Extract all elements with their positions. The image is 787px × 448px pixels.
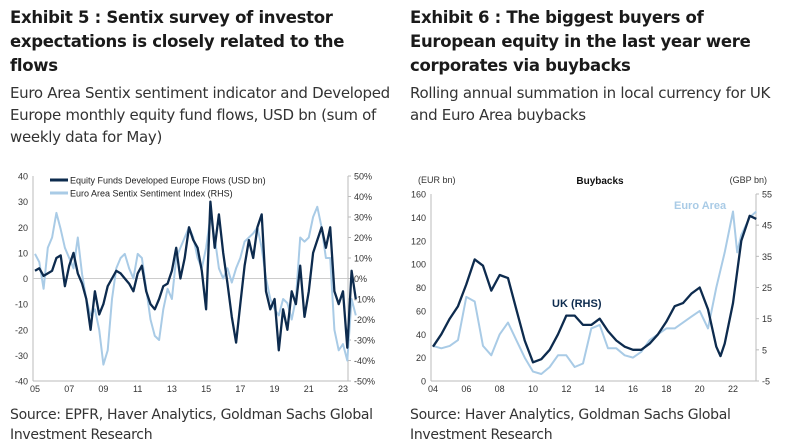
left-subtitle: Euro Area Sentix sentiment indicator and…: [10, 84, 390, 146]
right-axis-unit: (GBP bn): [730, 175, 767, 185]
left-axis-unit: (EUR bn): [418, 175, 456, 185]
x-tick-label: 23: [338, 384, 348, 394]
series-label-euro-area: Euro Area: [674, 200, 727, 212]
right-subtitle: Rolling annual summation in local curren…: [410, 84, 771, 124]
y-tick-label-right: 30%: [354, 213, 372, 223]
y-tick-label-left: 160: [411, 190, 426, 200]
y-tick-label-left: 0: [23, 274, 28, 284]
y-tick-label-right: 50%: [354, 172, 372, 182]
y-tick-label-right: 40%: [354, 192, 372, 202]
y-tick-label-left: 30: [18, 197, 28, 207]
x-tick-label: 18: [661, 384, 671, 394]
y-tick-label-left: 120: [411, 236, 426, 246]
y-tick-label-left: -30: [15, 351, 28, 361]
x-tick-label: 09: [98, 384, 108, 394]
y-tick-label-right: 25: [762, 283, 772, 293]
x-tick-label: 17: [235, 384, 245, 394]
series-line-0: [34, 200, 357, 352]
y-tick-label-right: 55: [762, 190, 772, 200]
y-tick-label-right: 20%: [354, 233, 372, 243]
y-tick-label-right: 35: [762, 252, 772, 262]
y-tick-label-right: 10%: [354, 254, 372, 264]
x-tick-label: 19: [270, 384, 280, 394]
y-tick-label-left: -20: [15, 325, 28, 335]
y-tick-label-left: 0: [421, 377, 426, 387]
y-tick-label-left: 10: [18, 248, 28, 258]
series-line-0: [432, 210, 757, 375]
y-tick-label-right: 5: [762, 345, 767, 355]
y-tick-label-right: -50%: [354, 377, 375, 387]
y-tick-label-left: 40: [416, 330, 426, 340]
x-tick-label: 21: [304, 384, 314, 394]
y-tick-label-right: -5: [762, 377, 770, 387]
x-tick-label: 10: [528, 384, 538, 394]
x-tick-label: 12: [561, 384, 571, 394]
chart-sentix-flows: -40 -30 -20 -10 0 10 20 30 40 -50% -40% -30% -20% -10…: [15, 172, 375, 395]
x-tick-label: 15: [201, 384, 211, 394]
y-tick-label-left: 60: [416, 306, 426, 316]
x-tick-label: 04: [428, 384, 438, 394]
x-tick-label: 05: [30, 384, 40, 394]
x-tick-label: 06: [461, 384, 471, 394]
y-tick-label-left: -10: [15, 300, 28, 310]
x-tick-label: 22: [728, 384, 738, 394]
left-title: Exhibit 5 : Sentix survey of investor ex…: [10, 8, 345, 75]
y-tick-label-left: -40: [15, 377, 28, 387]
legend-label: Equity Funds Developed Europe Flows (USD…: [70, 176, 266, 186]
series-label-uk: UK (RHS): [552, 298, 602, 310]
y-tick-label-left: 140: [411, 213, 426, 223]
y-tick-label-right: 45: [762, 221, 772, 231]
y-tick-label-right: -10%: [354, 295, 375, 305]
x-tick-label: 13: [167, 384, 177, 394]
y-tick-label-left: 100: [411, 260, 426, 270]
x-tick-label: 08: [495, 384, 505, 394]
right-title: Exhibit 6 : The biggest buyers of Europe…: [410, 8, 751, 75]
x-tick-label: 11: [133, 384, 142, 394]
y-tick-label-left: 80: [416, 283, 426, 293]
y-tick-label-left: 20: [18, 223, 28, 233]
y-tick-label-left: 40: [18, 172, 28, 182]
x-tick-label: 20: [695, 384, 705, 394]
right-source: Source: Haver Analytics, Goldman Sachs G…: [410, 407, 731, 443]
x-tick-label: 14: [595, 384, 605, 394]
y-tick-label-right: 0%: [354, 274, 367, 284]
x-tick-label: 07: [64, 384, 74, 394]
chart-buybacks: 0 20 40 60 80 100 120 140 160 -5 5 15 25 35 45 55 04 06 08…: [411, 175, 772, 394]
y-tick-label-right: -40%: [354, 356, 375, 366]
chart-title: Buybacks: [576, 176, 624, 187]
left-source: Source: EPFR, Haver Analytics, Goldman S…: [10, 407, 373, 443]
y-tick-label-left: 20: [416, 353, 426, 363]
y-tick-label-right: -30%: [354, 336, 375, 346]
legend-label: Euro Area Sentix Sentiment Index (RHS): [70, 189, 233, 199]
x-tick-label: 16: [628, 384, 638, 394]
y-tick-label-right: 15: [762, 314, 772, 324]
y-tick-label-right: -20%: [354, 315, 375, 325]
